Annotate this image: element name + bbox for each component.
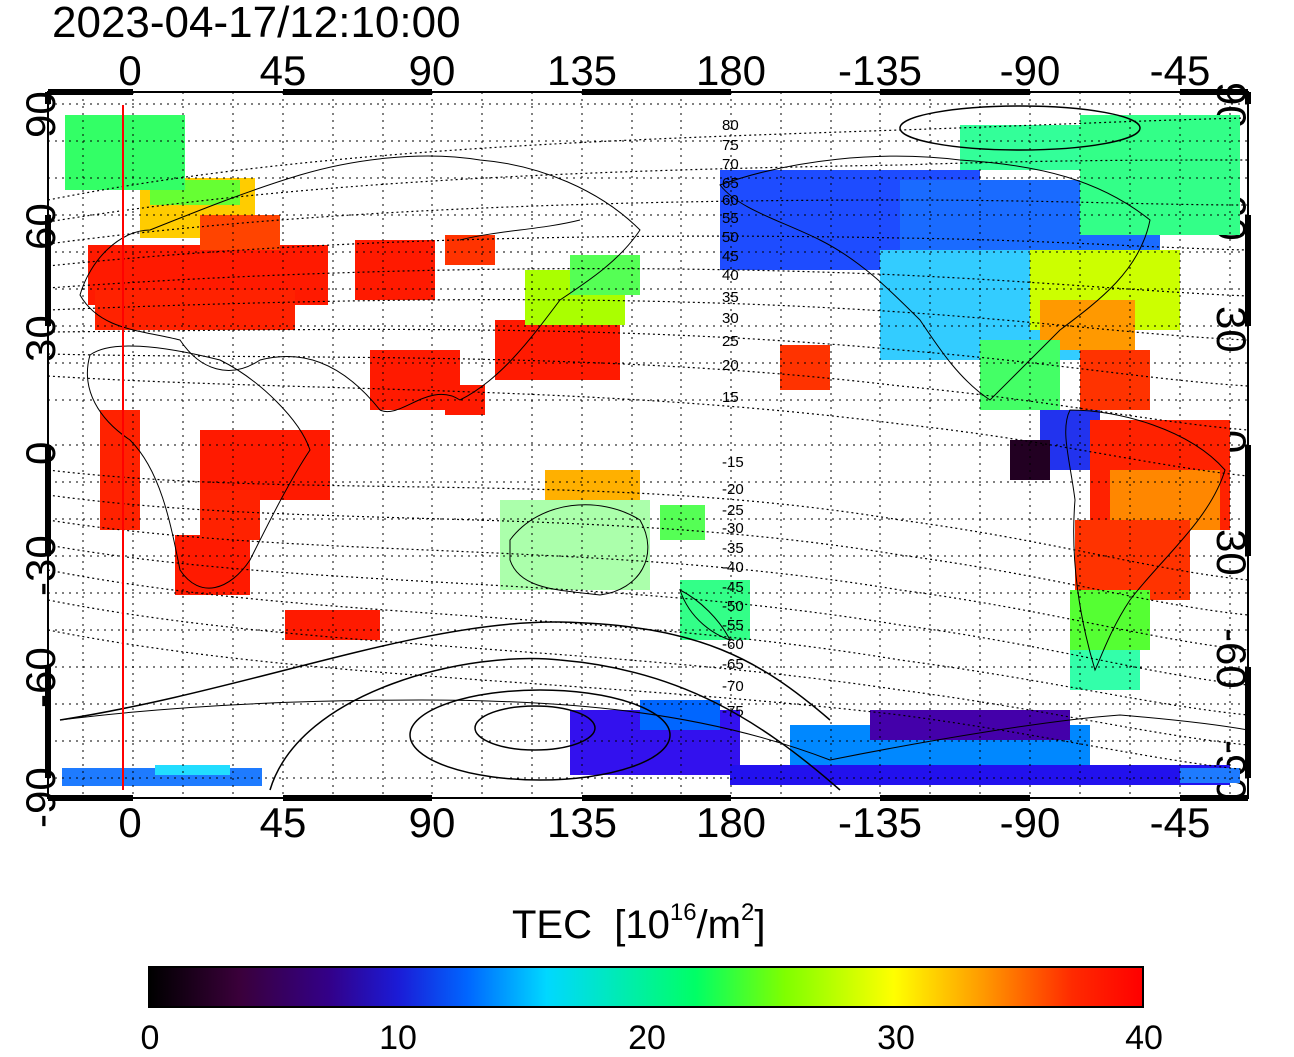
tec-patch <box>1070 590 1150 650</box>
mlat-label: 35 <box>722 289 739 306</box>
mlat-label: -50 <box>722 598 744 615</box>
mlat-label: 25 <box>722 333 739 350</box>
mlat-label: 40 <box>722 267 739 284</box>
tec-patch <box>100 410 140 530</box>
mlat-label: 45 <box>722 248 739 265</box>
colorbar-tick: 10 <box>379 1019 417 1057</box>
mlat-label: 55 <box>722 210 739 227</box>
tec-patch <box>545 470 640 500</box>
tec-patch <box>1075 520 1190 600</box>
tec-patch <box>1070 650 1140 690</box>
colorbar-tick: 30 <box>877 1019 915 1057</box>
tec-patch <box>95 290 295 330</box>
tec-patch <box>65 115 185 190</box>
lon-tick-top: 135 <box>546 47 618 94</box>
lon-tick-top: -90 <box>999 47 1061 94</box>
mlat-label: 75 <box>722 137 739 154</box>
colorbar-tick: 20 <box>628 1019 666 1057</box>
colorbar-unit-base: [10 <box>614 903 670 947</box>
tec-patch <box>1080 350 1150 410</box>
lon-tick-bottom: 135 <box>546 799 618 846</box>
tec-patch <box>1010 440 1050 480</box>
mlat-label: 50 <box>722 229 739 246</box>
tec-patch <box>200 490 260 540</box>
lon-tick-bottom: 45 <box>259 799 307 846</box>
mlat-label: -20 <box>722 481 744 498</box>
colorbar-title: TEC [1016/m2] <box>512 901 766 948</box>
tec-patches <box>62 115 1240 786</box>
coastlines <box>59 155 1248 761</box>
mlat-label: -35 <box>722 540 744 557</box>
mlat-label: 80 <box>722 117 739 134</box>
lon-tick-bottom: -135 <box>837 799 923 846</box>
tec-patch <box>780 345 830 390</box>
tec-patch <box>355 240 435 300</box>
lon-tick-bottom: -45 <box>1149 799 1211 846</box>
mlat-label: -60 <box>722 636 744 653</box>
colorbar-unit-exp2: 2 <box>740 899 755 926</box>
lon-tick-top: 90 <box>408 47 456 94</box>
mlat-label: 20 <box>722 357 739 374</box>
tec-patch <box>660 505 705 540</box>
colorbar <box>148 966 1144 1008</box>
mlat-label: -55 <box>722 617 744 634</box>
colorbar-unit-end: ] <box>754 903 766 947</box>
lon-tick-top: -45 <box>1149 47 1211 94</box>
mlat-label: -75 <box>722 703 744 720</box>
colorbar-tick: 0 <box>140 1019 160 1057</box>
mlat-label: -70 <box>722 678 744 695</box>
colorbar-unit-mid: /m <box>696 903 741 947</box>
mlat-label: 60 <box>722 192 739 209</box>
mlat-label: 70 <box>722 156 739 173</box>
frame-edge-bars <box>45 89 1251 801</box>
mlat-label: 30 <box>722 310 739 327</box>
lon-tick-top: -135 <box>837 47 923 94</box>
lon-tick-top: 180 <box>695 47 767 94</box>
mlat-label: -45 <box>722 579 744 596</box>
tec-patch <box>495 320 620 380</box>
mlat-label: -15 <box>722 454 744 471</box>
lon-tick-bottom: 180 <box>695 799 767 846</box>
mlat-label: -65 <box>722 656 744 673</box>
tec-patch <box>155 765 230 775</box>
tec-patch <box>200 215 280 250</box>
tec-patch <box>1180 768 1240 783</box>
polar-contours <box>59 105 1141 791</box>
tec-patch <box>730 765 1230 785</box>
lon-tick-bottom: 0 <box>118 799 142 846</box>
mlat-label: -30 <box>722 520 744 537</box>
colorbar-unit-exp: 16 <box>669 899 697 926</box>
timestamp-label: 2023-04-17/12:10:00 <box>52 0 461 47</box>
tec-patch <box>980 340 1060 410</box>
tec-patch <box>500 500 650 590</box>
tec-patch <box>200 430 330 500</box>
grid-lines <box>48 92 1248 798</box>
lon-tick-bottom: 90 <box>408 799 456 846</box>
mlat-label: 15 <box>722 389 739 406</box>
colorbar-title-quantity: TEC <box>512 903 592 947</box>
tec-patch <box>175 535 250 595</box>
tec-patch <box>870 710 1070 740</box>
mlat-label: -25 <box>722 502 744 519</box>
mlat-label: 65 <box>722 175 739 192</box>
lon-tick-top: 0 <box>118 47 142 94</box>
lon-tick-top: 45 <box>259 47 307 94</box>
tec-patch <box>445 385 485 415</box>
colorbar-tick: 40 <box>1125 1019 1163 1057</box>
tec-patch <box>1080 115 1240 235</box>
lon-tick-bottom: -90 <box>999 799 1061 846</box>
magnetic-contours <box>48 117 1248 771</box>
mlat-label: -40 <box>722 559 744 576</box>
